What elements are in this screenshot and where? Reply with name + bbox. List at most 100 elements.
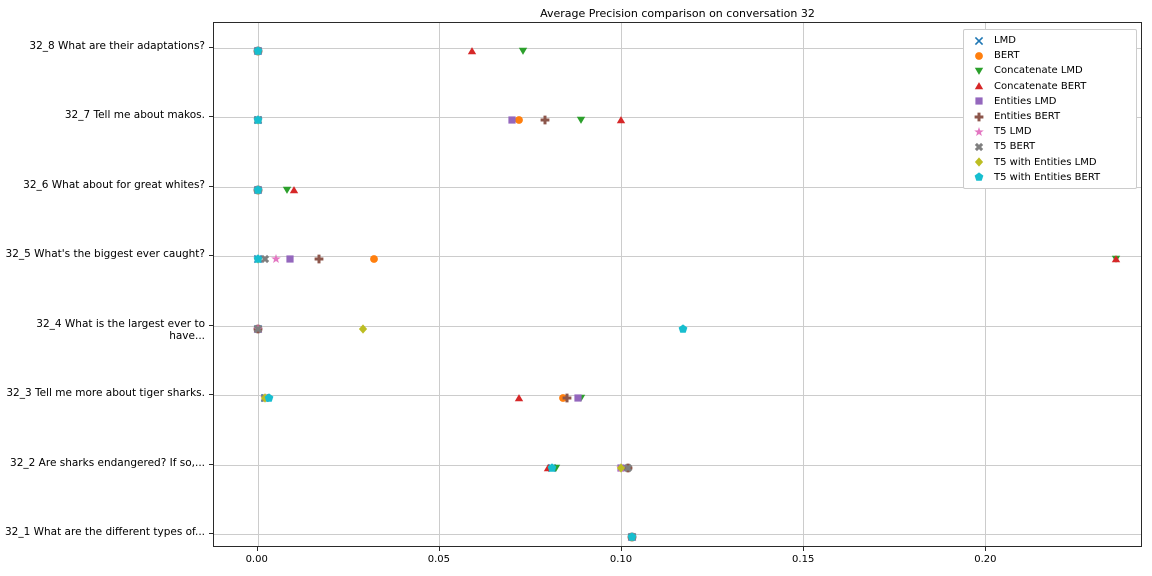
p-marker-icon (678, 324, 688, 333)
s-marker-icon (508, 116, 516, 125)
y-gridline (214, 186, 1141, 188)
P-marker-icon (562, 393, 572, 403)
data-point (263, 389, 275, 402)
p-marker-icon (253, 115, 262, 125)
y-gridline (214, 534, 1141, 535)
data-point (615, 111, 627, 124)
^-marker-icon (289, 185, 299, 194)
data-point (259, 250, 271, 264)
p-marker-icon (253, 254, 262, 264)
y-gridline (214, 325, 1141, 327)
data-point (357, 320, 369, 334)
p-marker-icon (253, 185, 262, 194)
p-marker-icon (627, 532, 637, 541)
^-marker-icon (974, 82, 984, 90)
o-marker-icon (370, 255, 378, 264)
o-marker-icon (975, 51, 983, 60)
legend-item: T5 BERT (964, 139, 1136, 154)
legend-item: LMD (964, 33, 1136, 48)
data-point (284, 250, 296, 263)
data-point (513, 389, 525, 402)
data-point (575, 111, 587, 125)
y-tick-mark (209, 185, 213, 187)
legend-label: Concatenate LMD (994, 65, 1083, 77)
v-marker-icon (974, 67, 984, 75)
legend-item: Entities BERT (964, 109, 1136, 124)
x-marker-icon (974, 36, 984, 45)
y-tick-mark (209, 533, 213, 534)
data-point (313, 250, 325, 264)
y-tick-mark (209, 116, 213, 118)
legend-item: BERT (964, 48, 1136, 63)
legend-marker (964, 141, 994, 153)
X-marker-icon (260, 255, 270, 264)
data-point (252, 320, 264, 333)
x-tick-label: 0.20 (974, 554, 997, 565)
^-marker-icon (1111, 255, 1120, 263)
*-marker-icon (271, 254, 281, 264)
data-point (506, 111, 518, 125)
y-tick-label: 32_1 What are the different types of... (5, 526, 206, 538)
x-gridline (802, 23, 804, 546)
y-tick-label: 32_6 What about for great whites? (23, 178, 205, 191)
y-gridline (214, 256, 1141, 258)
y-tick-mark (209, 324, 213, 326)
y-tick-label: 32_3 Tell me more about tiger sharks. (6, 387, 205, 400)
*-marker-icon (974, 126, 984, 136)
P-marker-icon (315, 254, 324, 264)
x-tick-mark (621, 547, 623, 551)
P-marker-icon (540, 116, 550, 125)
legend-marker (964, 111, 994, 123)
x-tick-mark (438, 547, 440, 551)
plot-area: LMD BERT Concatenate LMD Concatenate BERT En… (213, 22, 1142, 547)
data-point (252, 250, 264, 264)
p-marker-icon (253, 46, 262, 55)
^-marker-icon (515, 394, 524, 402)
x-tick-mark (803, 547, 805, 551)
y-gridline (214, 117, 1141, 119)
x-gridline (439, 23, 441, 546)
data-point (517, 42, 529, 55)
legend-marker (964, 126, 994, 138)
legend-label: Entities BERT (994, 111, 1061, 123)
data-point (252, 111, 264, 125)
data-point (539, 111, 551, 125)
legend-label: T5 LMD (994, 126, 1032, 138)
data-point (1110, 250, 1122, 263)
data-point (572, 389, 584, 402)
y-tick-label: 32_2 Are sharks endangered? If so,... (10, 456, 205, 469)
D-marker-icon (974, 157, 984, 167)
v-marker-icon (576, 117, 586, 125)
data-point (561, 389, 573, 403)
x-gridline (984, 23, 986, 546)
s-marker-icon (286, 255, 294, 263)
legend-marker (964, 65, 994, 77)
data-point (368, 250, 380, 264)
v-marker-icon (518, 47, 528, 55)
p-marker-icon (547, 462, 557, 472)
s-marker-icon (573, 394, 582, 402)
legend-marker (964, 95, 994, 107)
data-point (615, 459, 627, 473)
legend-label: Entities LMD (994, 95, 1057, 107)
y-gridline (214, 48, 1141, 49)
x-tick-label: 0.05 (427, 554, 450, 565)
y-tick-mark (209, 47, 213, 48)
legend-label: Concatenate BERT (994, 80, 1087, 92)
P-marker-icon (974, 112, 984, 121)
s-marker-icon (975, 97, 983, 105)
^-marker-icon (616, 116, 626, 124)
chart-title: Average Precision comparison on conversa… (540, 7, 815, 20)
x-tick-label: 0.00 (245, 554, 268, 565)
D-marker-icon (617, 462, 626, 473)
X-marker-icon (624, 463, 633, 472)
x-gridline (621, 23, 623, 546)
x-tick-label: 0.10 (609, 554, 633, 565)
o-marker-icon (515, 116, 524, 125)
legend-label: T5 BERT (994, 141, 1036, 153)
y-gridline (214, 395, 1141, 397)
legend-item: T5 with Entities BERT (964, 170, 1136, 185)
data-point (677, 320, 689, 333)
legend: LMD BERT Concatenate LMD Concatenate BERT En… (963, 29, 1137, 189)
